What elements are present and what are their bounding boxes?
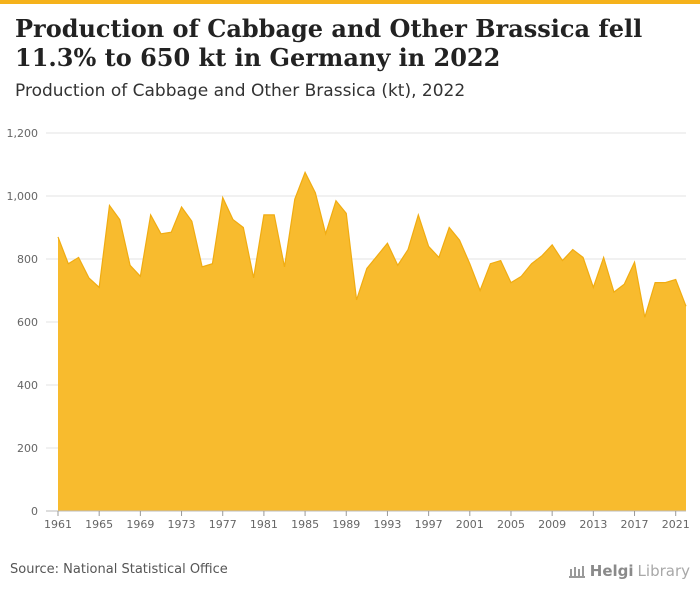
brand-name-part2: Library (637, 562, 690, 580)
chart-subtitle: Production of Cabbage and Other Brassica… (15, 81, 466, 101)
y-tick-label: 200 (17, 442, 38, 455)
area-chart: 0 200 400 600 800 1,000 1,200 1961 1965 1969 1973 1… (7, 127, 690, 531)
x-tick-label: 1981 (250, 518, 278, 531)
x-tick-label: 2017 (621, 518, 649, 531)
y-tick-label: 0 (31, 505, 38, 518)
x-tick-label: 1985 (291, 518, 319, 531)
helgi-library-logo: Helgi Library (568, 562, 690, 580)
x-tick-label: 1977 (209, 518, 237, 531)
x-tick-label: 1965 (85, 518, 113, 531)
x-tick-label: 1961 (44, 518, 72, 531)
x-tick-label: 2001 (456, 518, 484, 531)
x-tick-label: 2013 (579, 518, 607, 531)
top-accent-bar (0, 0, 700, 4)
production-area (58, 172, 686, 511)
x-tick-label: 2009 (538, 518, 566, 531)
x-tick-label: 1969 (126, 518, 154, 531)
library-building-icon (568, 566, 585, 578)
x-tick-label: 1993 (373, 518, 401, 531)
x-tick-label: 2021 (662, 518, 690, 531)
y-tick-label: 400 (17, 379, 38, 392)
y-tick-label: 600 (17, 316, 38, 329)
x-tick-label: 1973 (168, 518, 196, 531)
x-tick-label: 1989 (332, 518, 360, 531)
y-tick-label: 800 (17, 253, 38, 266)
page-title: Production of Cabbage and Other Brassica… (15, 14, 643, 72)
production-line (57, 170, 687, 318)
brand-name-part1: Helgi (589, 562, 634, 580)
y-tick-label: 1,000 (7, 190, 39, 203)
source-note: Source: National Statistical Office (10, 562, 228, 577)
y-tick-label: 1,200 (7, 127, 39, 140)
x-tick-label: 1997 (415, 518, 443, 531)
x-tick-label: 2005 (497, 518, 525, 531)
